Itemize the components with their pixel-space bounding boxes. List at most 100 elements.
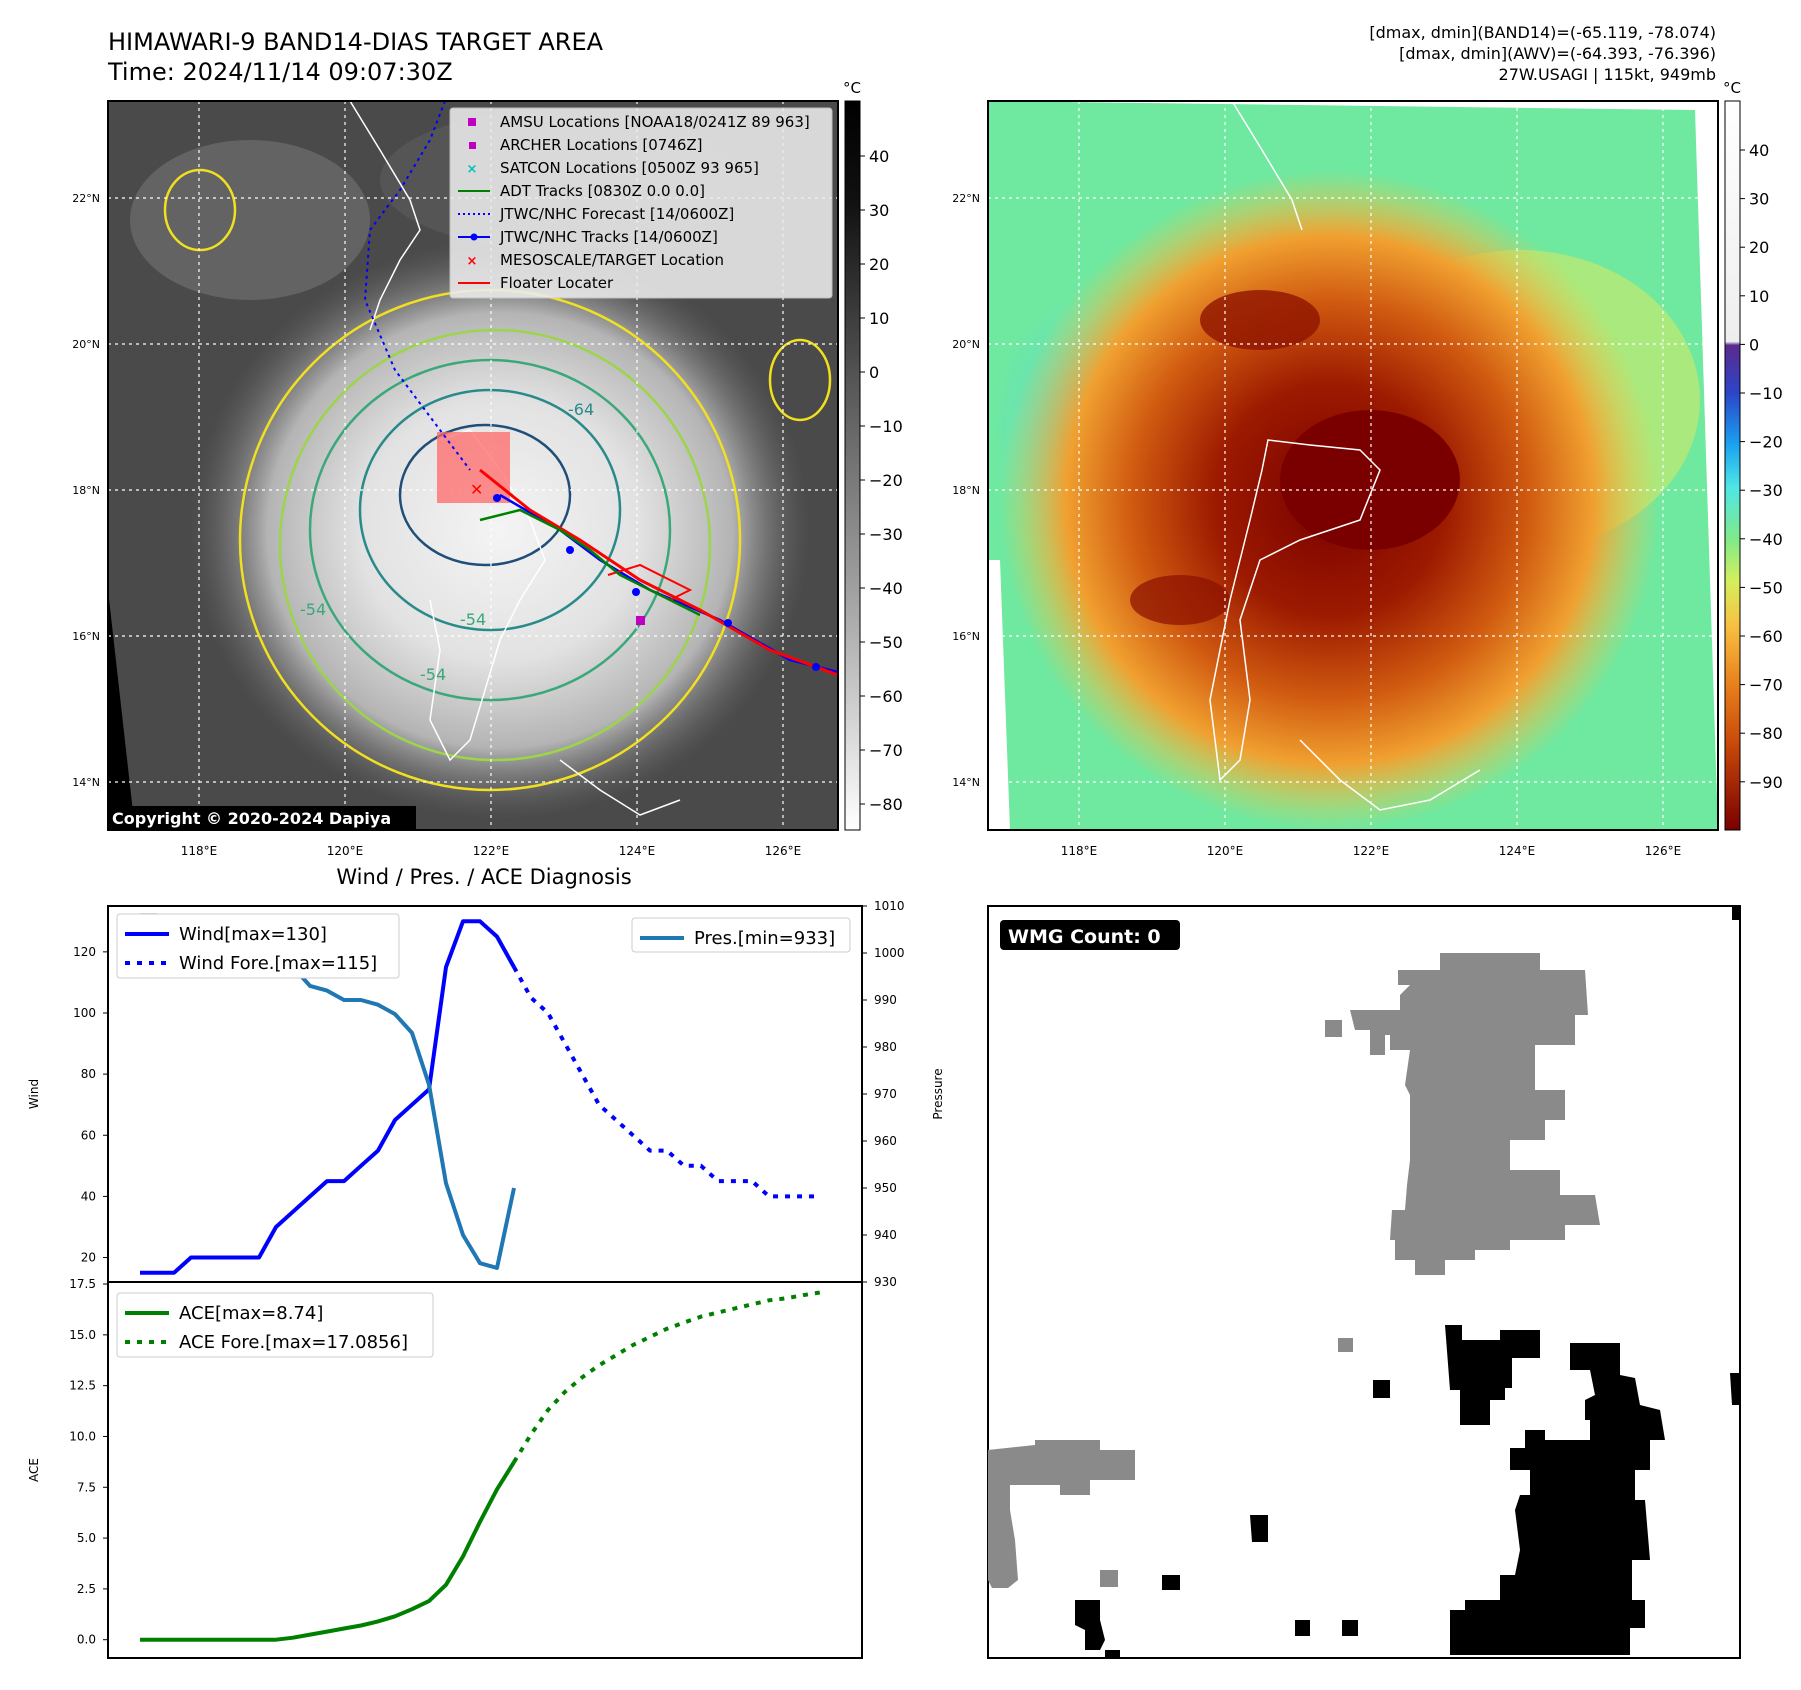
y-right-tick-label: 970 (874, 1087, 897, 1101)
legend-marker (468, 118, 476, 126)
floater-locater-track (479, 468, 838, 677)
legend-label: JTWC/NHC Tracks [14/0600Z] (499, 228, 718, 246)
chart-legend-box (116, 1292, 434, 1358)
floater-locater-branch (607, 563, 693, 601)
wmg-count-badge (1000, 920, 1180, 950)
y-tick-label: 12.5 (69, 1379, 96, 1393)
copyright-box (108, 806, 416, 830)
ir-colorbar-unit: °C (843, 79, 861, 97)
storm-info: 27W.USAGI | 115kt, 949mb (1499, 65, 1716, 84)
colorbar-tick-label: −30 (1749, 481, 1783, 500)
contour-yellow (768, 338, 832, 422)
awv-cold-top (1130, 575, 1230, 625)
y-right-tick-label: 980 (874, 1040, 897, 1054)
map-lat-label: 14°N (72, 776, 100, 789)
wmg-gray-regions (988, 953, 1600, 1588)
map-lat-label: 18°N (952, 484, 980, 497)
copyright-text: Copyright © 2020-2024 Dapiya (112, 809, 391, 828)
map-lat-label: 22°N (952, 192, 980, 205)
colorbar-tick-label: 40 (869, 147, 889, 166)
colorbar-tick-label: 0 (869, 363, 879, 382)
colorbar-tick-label: −60 (1749, 627, 1783, 646)
chart-legend-box (631, 917, 851, 953)
colorbar-tick-label: −40 (869, 579, 903, 598)
colorbar-tick-label: −50 (869, 633, 903, 652)
ir-cloud-band (130, 140, 370, 300)
map-lon-label: 122°E (1353, 844, 1390, 858)
jtwc-track-points (493, 494, 820, 671)
map-lon-label: 120°E (1207, 844, 1244, 858)
y-tick-label: 0.0 (77, 1633, 96, 1647)
map-lon-label: 120°E (327, 844, 364, 858)
y-tick-label: 10.0 (69, 1429, 96, 1443)
map-lat-label: 16°N (952, 630, 980, 643)
map-legend: AMSU Locations [NOAA18/0241Z 89 963] ARCH… (449, 107, 833, 299)
colorbar-tick-label: 30 (869, 201, 889, 220)
contour-teal-dark (358, 388, 622, 632)
chart-legend-label: ACE[max=8.74] (179, 1303, 323, 1324)
series-line (512, 1290, 821, 1464)
colorbar-tick-label: 30 (1749, 190, 1769, 209)
ir-map-frame (107, 100, 839, 831)
y-right-tick-label: 990 (874, 993, 897, 1007)
colorbar-tick-label: −70 (869, 741, 903, 760)
colorbar-tick-label: −80 (1749, 724, 1783, 743)
contour-label: -54 (300, 600, 326, 619)
awv-cold-top (1200, 290, 1320, 350)
y-tick-label: 80 (81, 1067, 96, 1081)
y-tick-label: 100 (73, 1006, 96, 1020)
awv-colorbar-unit: °C (1723, 79, 1741, 97)
map-lon-label: 118°E (181, 844, 218, 858)
contour-lightgreen (278, 328, 712, 762)
contour-teal (308, 358, 672, 702)
ace-chart: 0.0 2.5 5.0 7.5 10.0 12.5 15.0 17.5 ACE ACE[max=8… (27, 1277, 863, 1659)
diagnosis-title: Wind / Pres. / ACE Diagnosis (336, 865, 631, 889)
colorbar-tick-label: −20 (1749, 433, 1783, 452)
figure-time: Time: 2024/11/14 09:07:30Z (107, 58, 453, 86)
legend-marker: × (467, 254, 478, 269)
y-tick-label: 120 (73, 945, 96, 959)
series-line (140, 919, 516, 1275)
archer-location-marker (636, 616, 645, 625)
chart-legend-label: Wind Fore.[max=115] (179, 953, 377, 974)
wmg-black-regions (1075, 906, 1740, 1658)
awv-coastline (1231, 101, 1303, 231)
y-tick-label: 60 (81, 1128, 96, 1142)
contour-navy (398, 423, 572, 567)
awv-eye-cold (1280, 410, 1460, 550)
y-tick-label: 20 (81, 1251, 96, 1265)
awv-coastline-islands (1299, 739, 1481, 811)
contour-label: -54 (420, 665, 446, 684)
legend-marker-dot (470, 233, 478, 241)
coastline-taiwan (349, 101, 421, 331)
colorbar-tick-label: −20 (869, 471, 903, 490)
contour-label: -54 (460, 610, 486, 629)
jtwc-forecast-track (363, 101, 471, 471)
chart-legend-box (116, 913, 400, 979)
y-right-tick-label: 960 (874, 1134, 897, 1148)
ir-colorbar (844, 100, 861, 831)
colorbar-tick-label: 10 (869, 309, 889, 328)
colorbar-tick-label: 20 (869, 255, 889, 274)
map-lon-label: 118°E (1061, 844, 1098, 858)
series-line (140, 1461, 516, 1642)
y-tick-label: 7.5 (77, 1480, 96, 1494)
colorbar-tick-label: 20 (1749, 238, 1769, 257)
chart-legend-label: Wind[max=130] (179, 924, 327, 945)
colorbar-tick-label: −10 (1749, 384, 1783, 403)
map-lon-label: 124°E (619, 844, 656, 858)
map-lat-label: 20°N (72, 338, 100, 351)
y-axis-label: Wind (27, 1079, 41, 1109)
awv-gridlines (988, 101, 1718, 830)
colorbar-tick-label: 0 (1749, 335, 1759, 354)
y-tick-label: 40 (81, 1189, 96, 1203)
legend-label: AMSU Locations [NOAA18/0241Z 89 963] (500, 113, 810, 131)
map-lon-label: 126°E (1645, 844, 1682, 858)
y-tick-label: 5.0 (77, 1531, 96, 1545)
colorbar-tick-label: −70 (1749, 676, 1783, 695)
series-line (512, 966, 820, 1199)
colorbar-tick-label: −60 (869, 687, 903, 706)
y-tick-label: 17.5 (69, 1277, 96, 1291)
colorbar-tick-label: −40 (1749, 530, 1783, 549)
